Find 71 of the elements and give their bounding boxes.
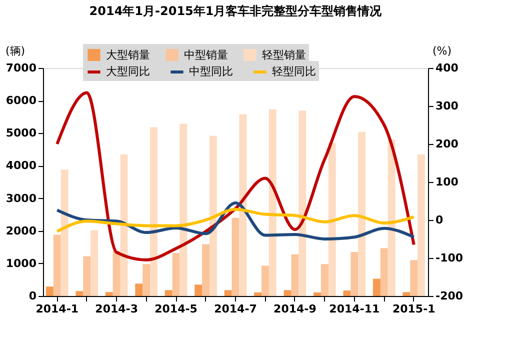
y2-tick-label: 200 xyxy=(436,138,459,150)
bar xyxy=(350,252,358,296)
line-series xyxy=(56,91,416,262)
bar xyxy=(254,292,262,296)
legend-label: 大型同比 xyxy=(106,65,150,78)
legend-label: 中型销量 xyxy=(184,48,228,62)
bar xyxy=(105,292,113,296)
legend-label: 轻型同比 xyxy=(272,65,316,78)
bar xyxy=(328,142,336,296)
bar xyxy=(194,284,202,296)
bar xyxy=(83,256,91,296)
bar xyxy=(410,260,418,296)
bar xyxy=(343,290,351,296)
bar xyxy=(380,248,388,296)
chart-title: 2014年1月-2015年1月客车非完整型分车型销售情况 xyxy=(89,4,383,18)
bar xyxy=(239,114,247,296)
bar xyxy=(298,110,306,296)
bar xyxy=(90,230,98,296)
bar xyxy=(60,170,68,296)
y2-tick-label: 300 xyxy=(436,100,459,112)
line-series xyxy=(56,208,416,233)
x-tick-label: 2015-1 xyxy=(392,302,436,316)
y-tick-label: 7000 xyxy=(6,62,37,74)
y-tick-label: 6000 xyxy=(6,94,37,108)
y-tick-label: 4000 xyxy=(6,159,37,172)
bar xyxy=(53,234,61,296)
y-tick-label: 1000 xyxy=(6,256,37,270)
bar xyxy=(284,290,292,296)
y2-tick-label: 0 xyxy=(436,214,444,226)
line-series xyxy=(56,201,416,240)
bar xyxy=(209,136,217,296)
y2-tick-label: 100 xyxy=(436,176,459,188)
bar xyxy=(46,286,54,296)
y2-tick-label: -200 xyxy=(436,290,464,302)
y-tick-label: 5000 xyxy=(6,126,37,140)
bar xyxy=(418,154,426,296)
bar xyxy=(388,140,396,296)
x-tick-label: 2014-3 xyxy=(95,302,138,316)
y-tick-label: 3000 xyxy=(6,192,37,205)
x-tick-label: 2014-11 xyxy=(329,302,380,316)
bar xyxy=(202,244,210,296)
bar xyxy=(232,218,240,296)
legend-label: 大型销量 xyxy=(106,48,150,62)
legend-label: 中型同比 xyxy=(189,65,233,78)
bar xyxy=(112,250,120,296)
bar xyxy=(172,253,180,296)
y-tick-label: 2000 xyxy=(6,224,37,238)
bar xyxy=(268,109,276,296)
x-tick-label: 2014-1 xyxy=(36,302,79,316)
bar xyxy=(224,290,232,296)
y2-axis-title: (%) xyxy=(432,44,452,58)
bar xyxy=(291,254,299,296)
x-tick-label: 2014-7 xyxy=(214,302,257,316)
x-tick-label: 2014-9 xyxy=(274,302,316,316)
y2-tick-label: -100 xyxy=(436,252,464,264)
bar xyxy=(142,264,150,296)
y2-tick-label: 400 xyxy=(436,62,459,74)
bar xyxy=(373,278,380,296)
y-axis-title: (辆) xyxy=(6,44,26,58)
bar xyxy=(320,264,328,296)
bar xyxy=(402,292,410,296)
bar xyxy=(262,266,269,296)
bar xyxy=(164,290,172,296)
bar xyxy=(358,132,366,296)
bar xyxy=(150,127,158,296)
bar xyxy=(76,291,84,296)
bar xyxy=(135,284,143,296)
y-tick-label: 0 xyxy=(28,290,37,302)
legend-label: 轻型销量 xyxy=(262,48,306,62)
bar xyxy=(314,292,321,296)
x-tick-label: 2014-5 xyxy=(154,302,198,316)
